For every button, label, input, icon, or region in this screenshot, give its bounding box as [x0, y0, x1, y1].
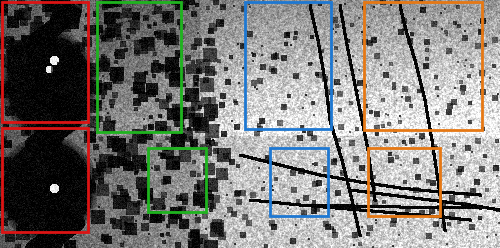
Bar	[2, 128, 88, 232]
Bar	[270, 148, 328, 216]
Bar	[97, 2, 181, 132]
Bar	[364, 2, 482, 130]
Bar	[2, 2, 88, 122]
Bar	[245, 2, 331, 129]
Bar	[148, 148, 206, 212]
Bar	[368, 148, 440, 216]
